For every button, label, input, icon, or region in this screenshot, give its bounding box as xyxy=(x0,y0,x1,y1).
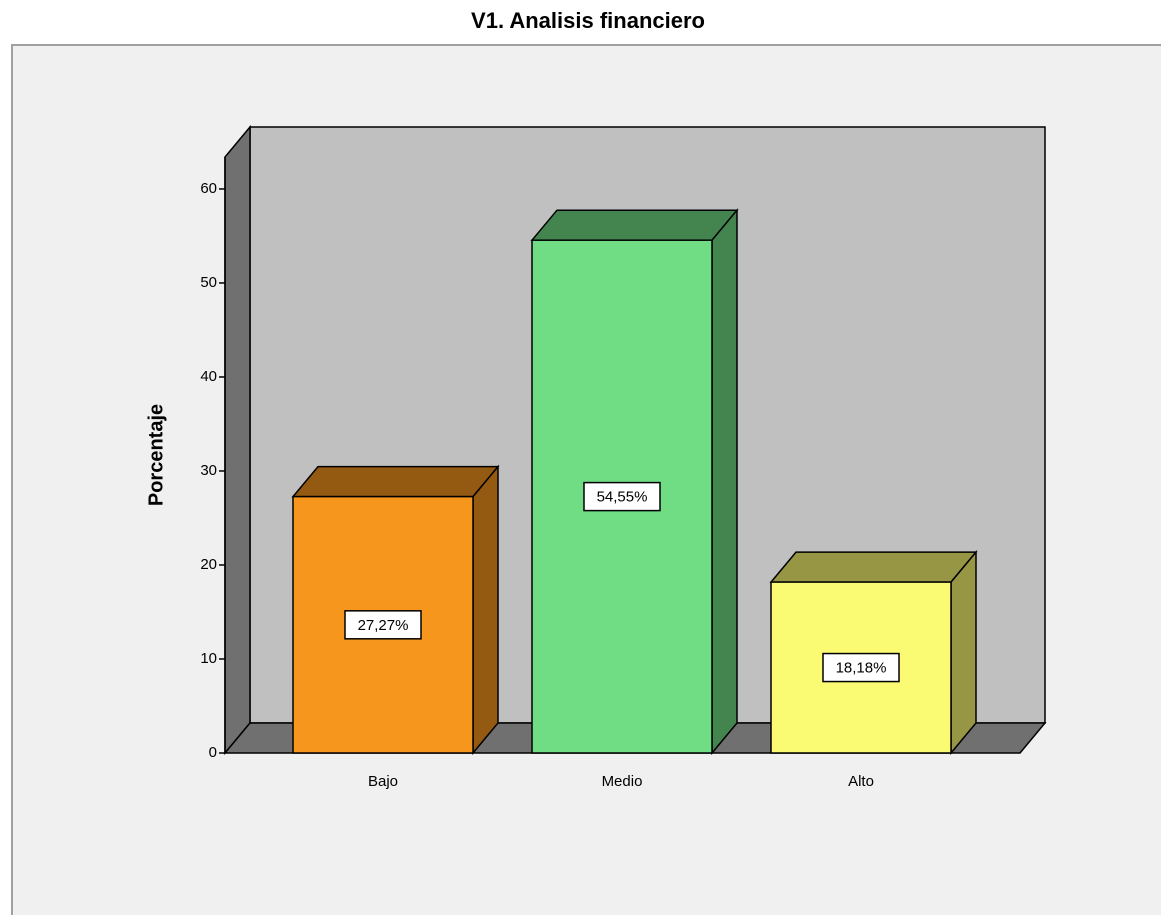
y-tick-label: 20 xyxy=(200,556,217,573)
y-tick-label: 50 xyxy=(200,274,217,291)
bar-side xyxy=(711,208,738,756)
x-tick-label: Bajo xyxy=(368,773,398,790)
value-label: 27,27% xyxy=(358,617,409,634)
value-label-box xyxy=(822,652,900,683)
chart-title: V1. Analisis financiero xyxy=(471,8,705,33)
y-tick-label: 40 xyxy=(200,368,217,385)
value-label: 18,18% xyxy=(836,660,887,677)
value-label: 54,55% xyxy=(597,489,648,506)
y-tick-label: 0 xyxy=(209,744,217,761)
y-tick-label: 30 xyxy=(200,462,217,479)
x-tick-label: Medio xyxy=(602,773,643,790)
bar-side xyxy=(950,550,977,756)
bar-top xyxy=(530,209,739,241)
x-tick-label: Alto xyxy=(848,773,874,790)
y-axis-label: Porcentaje xyxy=(145,404,167,506)
bar-top xyxy=(291,465,500,498)
bar-top xyxy=(769,551,978,583)
bar-side xyxy=(472,464,499,756)
y-tick-label: 10 xyxy=(200,650,217,667)
value-label-box xyxy=(344,610,422,640)
value-label-box xyxy=(583,481,661,512)
y-tick-label: 60 xyxy=(200,180,217,197)
left-wall xyxy=(224,124,251,756)
